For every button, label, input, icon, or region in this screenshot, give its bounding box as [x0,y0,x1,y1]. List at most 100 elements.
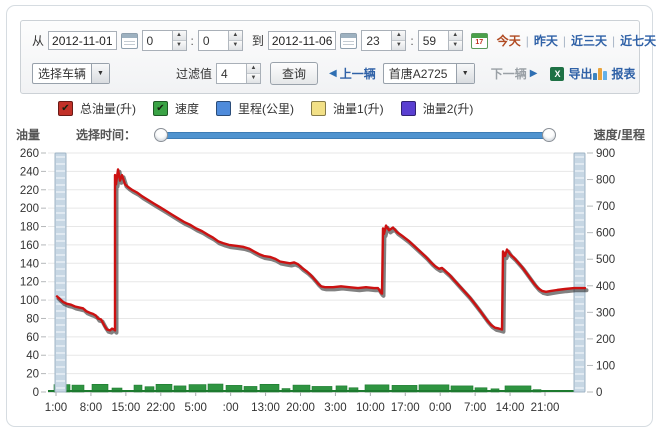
report-group[interactable]: 报表 [592,65,636,82]
right-axis-tick-label: 300 [596,307,615,319]
left-axis-tick-label: 60 [26,332,39,344]
time-select-label: 选择时间： [76,128,137,142]
from-date-input[interactable]: 2012-11-01 [48,31,117,50]
filter-label: 过滤值 [176,67,213,81]
right-axis-tick-label: 500 [596,254,615,266]
right-axis-tick-label: 600 [596,228,615,240]
main-panel: 从 2012-11-01 0 ▲ ▼ : 0 ▲ ▼ 到 2012-11-06 23 ▲ ▼… [6,5,656,427]
left-axis-tick-label: 200 [20,203,39,215]
legend-item-speed[interactable]: ✔ 速度 [153,100,199,117]
x-axis-tick-label: :00 [223,402,239,414]
calendar-icon[interactable] [340,32,358,49]
left-axis-tick-label: 220 [20,185,39,197]
legend-checkbox[interactable]: ✔ [58,101,73,116]
from-label: 从 [32,34,45,48]
query-button[interactable]: 查询 [270,62,319,85]
last-three-days-link[interactable]: 近三天 [571,34,608,48]
chart-scroll-handle-left[interactable] [54,152,67,393]
next-arrow-icon: ▶ [529,68,538,79]
left-axis-tick-label: 160 [20,240,39,252]
today-link[interactable]: 今天 [496,34,521,48]
export-group[interactable]: X 导出 [550,65,593,82]
slider-handle-right[interactable] [542,128,556,142]
right-axis-tick-label: 400 [596,281,615,293]
quick-range-links: 今天 | 昨天 | 近三天 | 近七天 [492,32,659,49]
left-axis-tick-label: 80 [26,313,39,325]
to-minute-spinner[interactable]: 59 ▲ ▼ [417,30,463,51]
left-axis-tick-label: 40 [26,350,39,362]
last-seven-days-link[interactable]: 近七天 [620,34,657,48]
to-label: 到 [251,34,264,48]
from-minute-spinner[interactable]: 0 ▲ ▼ [197,30,243,51]
x-axis-tick-label: 0:00 [429,402,451,414]
to-date-input[interactable]: 2012-11-06 [267,31,337,50]
time-range-slider[interactable] [154,128,556,142]
x-axis-tick-label: 3:00 [324,402,346,414]
report-link[interactable]: 报表 [611,67,636,81]
spin-down-icon: ▼ [228,41,242,50]
left-axis-tick-label: 180 [20,222,39,234]
x-axis-tick-label: 13:00 [251,402,280,414]
next-vehicle-link[interactable]: 下一辆 [490,67,527,81]
chevron-down-icon[interactable]: ▼ [91,64,110,83]
x-axis-tick-label: 10:00 [356,402,385,414]
left-axis-tick-label: 140 [20,258,39,270]
legend-item-fuel1[interactable]: 油量1(升) [311,100,384,117]
legend-item-mileage[interactable]: 里程(公里) [216,100,294,117]
x-axis-tick-label: 21:00 [531,402,560,414]
legend-checkbox[interactable] [400,101,416,116]
right-axis-tick-label: 900 [596,148,615,160]
legend-checkbox[interactable] [216,101,232,116]
prev-vehicle-link[interactable]: 上一辆 [339,67,376,81]
spin-up-icon: ▲ [448,31,462,41]
link-separator: | [612,33,616,48]
current-vehicle-select[interactable]: 首唐A2725 ▼ [382,63,475,84]
chevron-down-icon[interactable]: ▼ [455,64,474,83]
chart-scroll-handle-right[interactable] [573,152,586,393]
x-axis-tick-label: 7:00 [464,402,486,414]
today-calendar-icon[interactable]: 17 [470,32,488,49]
spin-down-icon: ▼ [392,41,406,50]
legend-item-fuel2[interactable]: 油量2(升) [400,100,473,117]
legend-item-total-fuel[interactable]: ✔ 总油量(升) [58,100,136,117]
filter-spinner[interactable]: 4 ▲ ▼ [216,63,262,84]
link-separator: | [525,33,529,48]
slider-handle-left[interactable] [154,128,168,142]
vehicle-query-row: 选择车辆 ▼ 过滤值 4 ▲ ▼ 查询 ◀ 上一辆 首唐A2725 ▼ 下一辆 ▶ X … [32,62,636,85]
time-colon: : [190,33,194,48]
bar-chart-icon [592,67,608,80]
link-separator: | [562,33,566,48]
legend-checkbox[interactable] [311,101,327,116]
right-axis-title: 速度/里程 [593,128,645,142]
toolbar: 从 2012-11-01 0 ▲ ▼ : 0 ▲ ▼ 到 2012-11-06 23 ▲ ▼… [20,20,656,94]
left-axis-tick-label: 100 [20,295,39,307]
calendar-icon[interactable] [120,32,138,49]
right-axis-tick-label: 700 [596,201,615,213]
from-hour-spinner[interactable]: 0 ▲ ▼ [141,30,187,51]
spin-down-icon: ▼ [247,74,261,83]
x-axis-tick-label: 5:00 [185,402,207,414]
yesterday-link[interactable]: 昨天 [533,34,558,48]
left-axis-tick-label: 240 [20,166,39,178]
x-axis-tick-label: 15:00 [111,402,140,414]
right-axis-tick-label: 0 [596,387,602,399]
right-axis-tick-label: 800 [596,175,615,187]
spin-up-icon: ▲ [228,31,242,41]
prev-arrow-icon: ◀ [329,68,337,79]
x-axis-tick-label: 22:00 [146,402,175,414]
spin-up-icon: ▲ [392,31,406,41]
export-link[interactable]: 导出 [568,67,593,81]
to-hour-spinner[interactable]: 23 ▲ ▼ [361,30,407,51]
fuel-line-series [55,168,587,332]
excel-icon: X [550,66,565,81]
chart-canvas: 0 20 40 60 80 100 120 140 160 180 200 220 240 260 0 100… [20,148,615,414]
x-axis-tick-label: 8:00 [80,402,102,414]
spin-up-icon: ▲ [247,64,261,74]
vehicle-select[interactable]: 选择车辆 ▼ [32,63,111,84]
chart-legend: ✔ 总油量(升) ✔ 速度 里程(公里) 油量1(升) 油量2(升) [58,100,490,117]
left-axis-tick-label: 260 [20,148,39,160]
left-axis-tick-label: 120 [20,277,39,289]
left-axis-tick-label: 0 [33,387,39,399]
legend-checkbox[interactable]: ✔ [153,101,168,116]
time-colon: : [410,33,414,48]
